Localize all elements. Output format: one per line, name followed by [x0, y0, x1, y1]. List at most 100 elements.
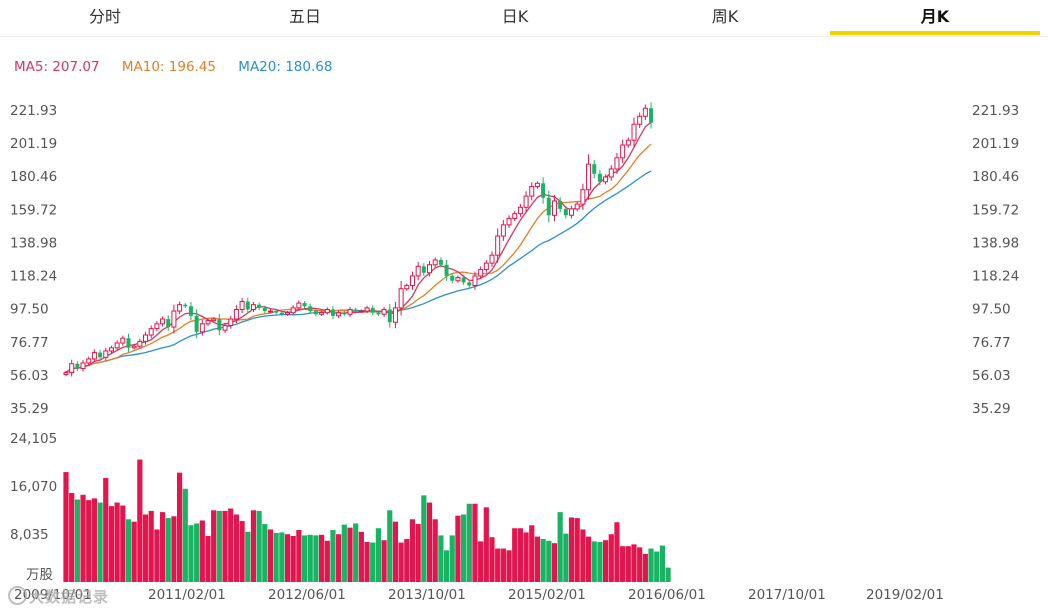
volume-bar — [290, 536, 296, 582]
price-tick-left: 56.03 — [10, 368, 49, 384]
candle-body — [347, 308, 353, 315]
candle-body — [387, 309, 392, 323]
volume-bar — [421, 495, 427, 582]
volume-bar — [222, 510, 228, 582]
volume-bar — [154, 529, 160, 582]
tab-five-day[interactable]: 五日 — [288, 7, 321, 26]
volume-bar — [267, 529, 274, 582]
candle-body — [319, 312, 325, 315]
volume-bar — [517, 528, 523, 582]
candle-body — [455, 277, 461, 282]
volume-bar — [506, 550, 512, 582]
price-tick-left: 138.98 — [10, 235, 57, 251]
price-tick-right: 76.77 — [972, 335, 1011, 351]
candle-body — [313, 311, 318, 315]
candle-body — [381, 308, 387, 315]
volume-bar — [409, 519, 416, 582]
candle-body — [267, 310, 273, 313]
ma-legend: MA5: 207.07 MA10: 196.45 MA20: 180.68 — [14, 59, 350, 75]
volume-bar — [182, 488, 188, 582]
price-tick-left: 221.93 — [10, 103, 57, 119]
volume-tick: 16,070 — [10, 479, 57, 495]
volume-bar — [245, 531, 251, 582]
candle-body — [500, 224, 506, 237]
candle-body — [279, 312, 284, 315]
volume-bar — [603, 540, 609, 582]
tab-daily-k[interactable]: 日K — [501, 7, 529, 26]
candle-body — [205, 320, 211, 325]
price-tick-left: 97.50 — [10, 302, 49, 318]
candle-body — [592, 164, 597, 174]
volume-bar — [86, 500, 92, 582]
volume-bar — [364, 541, 370, 582]
volume-bar — [171, 516, 177, 582]
candle-body — [558, 200, 563, 209]
volume-bar — [398, 542, 404, 582]
volume-bar — [540, 538, 546, 582]
ma10-label: MA10: 196.45 — [121, 59, 216, 75]
date-label: 2019/02/01 — [866, 587, 944, 603]
candle-body — [409, 275, 415, 287]
volume-bar — [591, 541, 597, 582]
candle-body — [98, 352, 103, 358]
candle-body — [290, 307, 296, 314]
volume-bar — [296, 530, 302, 582]
volume-bar — [256, 510, 262, 582]
date-label: 2012/06/01 — [268, 587, 346, 603]
candle-body — [160, 318, 166, 325]
price-tick-left: 159.72 — [10, 202, 57, 218]
volume-bar — [443, 550, 450, 582]
volume-bar — [341, 524, 347, 582]
date-label: 2009/10/01 — [14, 587, 92, 603]
volume-bar — [336, 534, 342, 582]
candle-body — [551, 200, 557, 216]
volume-bar — [461, 514, 467, 582]
candle-body — [398, 288, 404, 309]
candle-body — [495, 235, 501, 256]
candle-body — [222, 324, 228, 331]
volume-bar — [273, 533, 279, 582]
candle-body — [597, 173, 602, 182]
volume-bar — [574, 518, 580, 582]
candle-body — [171, 310, 177, 328]
tab-weekly-k[interactable]: 周K — [711, 7, 739, 26]
candle-body — [154, 323, 160, 330]
volume-bar — [69, 492, 75, 582]
candle-body — [370, 307, 375, 313]
candle-body — [108, 347, 114, 352]
price-tick-left: 201.19 — [10, 136, 57, 152]
candle-body — [353, 309, 358, 312]
period-tabs: 分时 五日 日K 周K 月K — [0, 0, 1048, 37]
candle-body — [63, 372, 69, 375]
date-label: 2011/02/01 — [148, 587, 226, 603]
volume-bar — [455, 515, 461, 582]
volume-bar — [620, 546, 626, 582]
tab-intraday[interactable]: 分时 — [88, 7, 121, 26]
candle-body — [444, 264, 449, 276]
volume-bar — [370, 542, 376, 582]
volume-bar — [216, 510, 222, 582]
volume-bar — [131, 521, 137, 582]
volume-bar — [211, 510, 217, 582]
volume-bar — [580, 529, 586, 582]
volume-bar — [330, 530, 336, 582]
candle-body — [274, 311, 279, 313]
volume-bar — [625, 546, 631, 582]
candle-body — [489, 254, 495, 264]
candle-body — [285, 312, 291, 315]
candle-body — [472, 275, 478, 287]
volume-bar — [648, 548, 654, 582]
ma20-label: MA20: 180.68 — [238, 59, 333, 75]
volume-bar — [478, 541, 484, 582]
candle-body — [336, 312, 342, 317]
candle-body — [194, 315, 199, 332]
candle-body — [296, 302, 302, 309]
candle-body — [75, 363, 80, 369]
ma20-line — [65, 170, 652, 374]
candle-body — [211, 318, 217, 322]
tab-monthly-k[interactable]: 月K — [830, 0, 1040, 35]
volume-bar — [80, 494, 86, 582]
candle-body — [233, 308, 239, 320]
candle-body — [569, 208, 575, 216]
